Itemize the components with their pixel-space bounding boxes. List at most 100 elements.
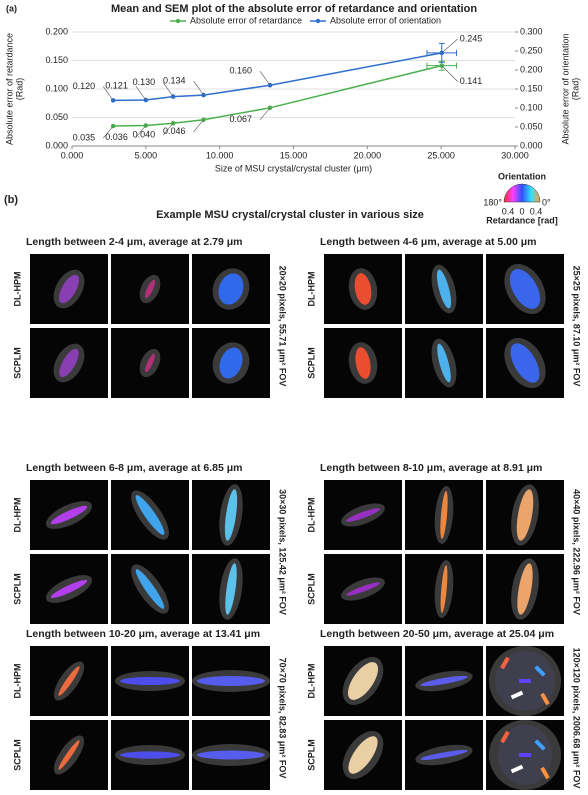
colorbar-scale: 0.4 xyxy=(530,206,543,216)
label-leader xyxy=(162,82,174,97)
data-label: 0.134 xyxy=(163,75,186,85)
fov-label: 70×70 pixels, 82.83 μm² FOV xyxy=(278,658,288,779)
crystal-fragment xyxy=(540,766,550,780)
data-label: 0.040 xyxy=(133,130,156,140)
x-tick-label: 30.000 xyxy=(501,150,529,160)
crystal xyxy=(346,582,380,596)
row-label: SCPLM xyxy=(306,347,316,379)
row-label: SCPLM xyxy=(12,347,22,379)
group-heading: Length between 2-4 μm, average at 2.79 μ… xyxy=(26,236,243,248)
x-tick-label: 5.000 xyxy=(135,150,158,160)
colorbar-scale: 0.4 xyxy=(502,206,515,216)
panel-label: (a) xyxy=(6,3,17,13)
label-leader xyxy=(135,125,147,138)
row-label: SCPLM xyxy=(12,573,22,605)
legend-marker xyxy=(315,18,321,24)
row-label: SCPLM xyxy=(306,573,316,605)
panel-label: (b) xyxy=(4,194,18,206)
crystal xyxy=(225,563,237,615)
crystal-fragment xyxy=(500,730,510,744)
y2-tick-label: 0.250 xyxy=(520,45,543,55)
crystal xyxy=(440,565,448,613)
group-heading: Length between 20-50 μm, average at 25.0… xyxy=(320,628,554,640)
legend-label: Absolute error of orientation xyxy=(330,15,441,25)
y-tick-label: 0.150 xyxy=(45,55,68,65)
row-label: SCPLM xyxy=(306,739,316,771)
crystal xyxy=(145,353,155,373)
crystal xyxy=(347,662,379,700)
label-leader xyxy=(102,86,114,101)
crystal xyxy=(509,269,541,309)
y-axis-label: Absolute error of retardance xyxy=(4,33,14,145)
crystal xyxy=(120,677,180,685)
crystal xyxy=(219,347,243,379)
label-leader xyxy=(102,125,114,139)
crystal xyxy=(346,508,380,522)
data-label: 0.121 xyxy=(105,80,128,90)
y-tick-label: 0.050 xyxy=(45,112,68,122)
x-tick-label: 15.000 xyxy=(280,150,308,160)
row-label: DL-HPM xyxy=(12,664,22,699)
x-axis-label: Size of MSU crystal/crystal cluster (μm) xyxy=(215,163,372,173)
y-tick-label: 0.200 xyxy=(45,26,68,36)
crystal xyxy=(58,274,80,304)
label-leader xyxy=(193,119,204,132)
series-line xyxy=(113,52,442,102)
data-label: 0.245 xyxy=(460,33,483,43)
y2-axis-label: Absolute error of orientation xyxy=(560,33,570,144)
crystal xyxy=(144,279,156,299)
series-line xyxy=(113,64,442,127)
colorbar-title: Orientation xyxy=(498,171,546,181)
y2-tick-label: 0.000 xyxy=(520,140,543,150)
crystal xyxy=(135,495,165,535)
colorbar-label: Retardance [rad] xyxy=(486,215,558,225)
crystal xyxy=(440,491,448,539)
chart-title: Mean and SEM plot of the absolute error … xyxy=(111,3,477,15)
label-leader xyxy=(135,85,147,101)
legend-label: Absolute error of retardance xyxy=(190,15,302,25)
y2-tick-label: 0.150 xyxy=(520,83,543,93)
data-label: 0.035 xyxy=(73,132,96,142)
group-heading: Length between 4-6 μm, average at 5.00 μ… xyxy=(320,236,537,248)
y2-tick-label: 0.100 xyxy=(520,102,543,112)
colorbar-wheel xyxy=(503,183,541,203)
colorbar-scale: 0 xyxy=(519,206,524,216)
panel-title: Example MSU crystal/crystal cluster in v… xyxy=(156,209,424,221)
group-heading: Length between 8-10 μm, average at 8.91 … xyxy=(320,462,542,474)
y2-tick-label: 0.300 xyxy=(520,26,543,36)
crystal xyxy=(120,751,180,759)
crystal xyxy=(517,563,533,615)
y-axis-label: (Rad) xyxy=(14,78,24,101)
data-label: 0.046 xyxy=(163,126,186,136)
row-label: DL-HPM xyxy=(12,498,22,533)
fov-label: 120×120 pixels, 2006.68 μm² FOV xyxy=(572,648,582,789)
label-leader xyxy=(193,80,204,96)
crystal xyxy=(50,579,88,599)
crystal xyxy=(59,348,79,378)
crystal xyxy=(510,343,540,383)
crystal xyxy=(197,676,265,686)
crystal xyxy=(420,750,468,760)
label-leader xyxy=(441,65,458,82)
y2-axis-label: (Rad) xyxy=(570,78,580,101)
crystal-fragment xyxy=(500,656,510,670)
group-heading: Length between 10-20 μm, average at 13.4… xyxy=(26,628,260,640)
row-label: DL-HPM xyxy=(306,664,316,699)
row-label: DL-HPM xyxy=(12,272,22,307)
label-leader xyxy=(162,123,174,136)
x-tick-label: 0.000 xyxy=(61,150,84,160)
row-label: SCPLM xyxy=(12,739,22,771)
fov-label: 20×20 pixels, 55.71 μm² FOV xyxy=(278,266,288,387)
colorbar-angle: 180° xyxy=(483,197,502,207)
y2-tick-label: 0.050 xyxy=(520,121,543,131)
label-leader xyxy=(441,38,458,54)
y-tick-label: 0.100 xyxy=(45,83,68,93)
data-label: 0.036 xyxy=(105,132,128,142)
crystal xyxy=(420,675,468,687)
crystal-fragment xyxy=(534,739,546,751)
row-label: DL-HPM xyxy=(306,498,316,533)
crystal-fragment xyxy=(540,692,550,706)
crystal xyxy=(135,569,165,609)
